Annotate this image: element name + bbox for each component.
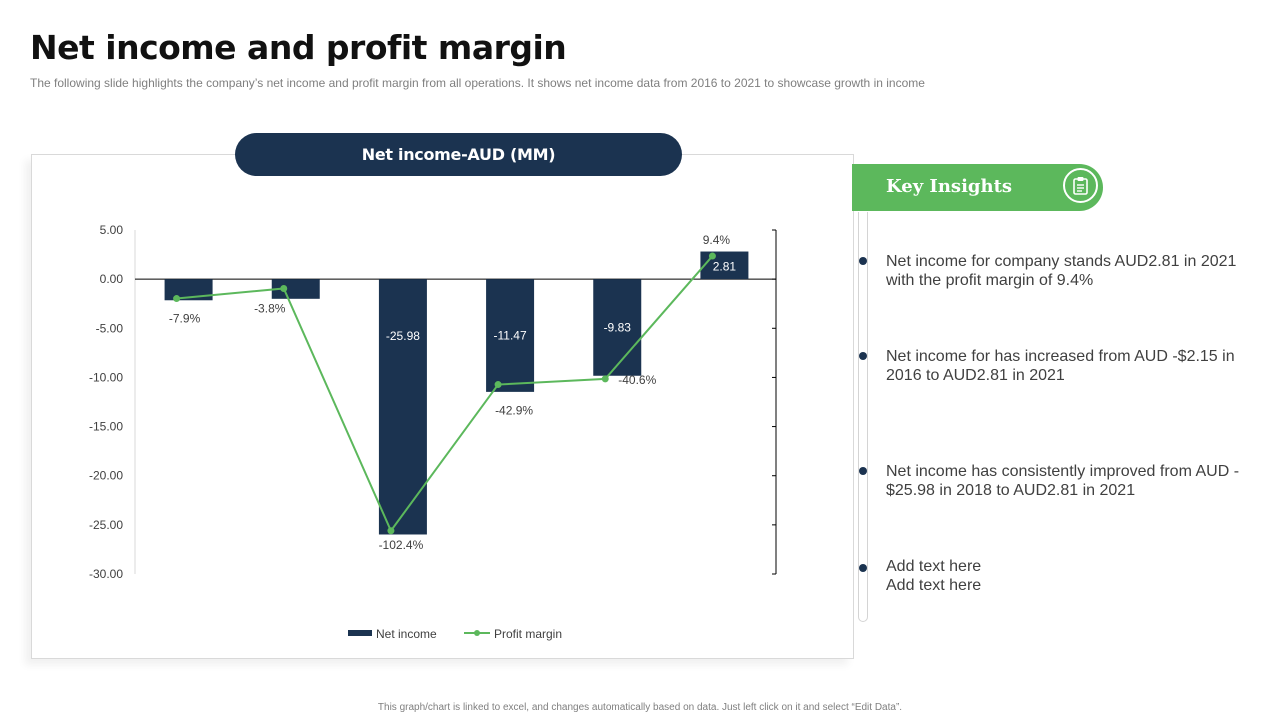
legend-profit-margin-marker [474,630,480,636]
insight-line: Net income for has increased from AUD -$… [886,348,1235,365]
net-income-chart[interactable]: 5.00 0.00 -5.00 -10.00 -15.00 -20.00 -25.00 -30… [32,155,853,658]
profit-margin-line [176,255,714,533]
y-tick-label: -10.00 [89,370,123,384]
y-tick-label: -25.00 [89,518,123,532]
insight-line: 2016 to AUD2.81 in 2021 [886,367,1065,384]
bar-data-label: -25.98 [386,329,420,343]
insight-bullet [859,467,867,475]
bar-data-label: -11.47 [494,329,527,343]
key-insights-header: Key Insights [852,164,1103,211]
insight-line: Add text here [886,577,982,594]
chart-container[interactable]: 5.00 0.00 -5.00 -10.00 -15.00 -20.00 -25.00 -30… [31,154,854,659]
insight-item-1: Net income for company stands AUD2.81 in… [886,252,1256,290]
y-tick-label: -5.00 [96,321,124,335]
profit-margin-point [387,527,395,535]
clipboard-icon [1063,168,1098,203]
chart-title-pill: Net income-AUD (MM) [235,133,682,176]
insight-bullet [859,257,867,265]
key-insights-title: Key Insights [886,176,1013,197]
insight-bullet [859,352,867,360]
profit-margin-point [280,284,288,292]
y-tick-label: 0.00 [100,272,124,286]
insight-item-4: Add text here Add text here [886,557,1256,595]
y-tick-label: -20.00 [89,469,123,483]
insight-line: Net income for company stands AUD2.81 in… [886,253,1237,270]
insight-line: $25.98 in 2018 to AUD2.81 in 2021 [886,482,1136,499]
insight-line: Add text here [886,558,982,575]
y-tick-label: -30.00 [89,567,123,581]
y-tick-label: 5.00 [100,223,124,237]
line-data-label: -40.6% [618,373,656,387]
bar-data-label: -9.83 [604,320,632,334]
net-income-bar [486,279,535,392]
bar-data-label: 2.81 [713,259,737,273]
insight-item-3: Net income has consistently improved fro… [886,462,1256,500]
legend-net-income-swatch [348,630,372,636]
line-data-label: -3.8% [254,301,286,315]
profit-margin-point [173,295,181,303]
line-data-label: -7.9% [169,312,201,326]
y-tick-label: -15.00 [89,420,123,434]
net-income-bar [271,279,320,299]
line-data-label: 9.4% [703,233,731,247]
net-income-bar [593,279,642,376]
insights-rail [858,212,868,622]
profit-margin-point [494,381,502,389]
line-data-label: -102.4% [379,538,424,552]
legend-net-income-label: Net income [376,627,437,641]
insight-line: with the profit margin of 9.4% [886,272,1094,289]
page-title: Net income and profit margin [30,28,567,67]
profit-margin-point [708,252,716,260]
profit-margin-point [601,375,609,383]
line-data-label: -42.9% [495,404,533,418]
legend-profit-margin-label: Profit margin [494,627,562,641]
net-income-bar [378,279,427,535]
page-subtitle: The following slide highlights the compa… [30,76,925,90]
chart-title: Net income-AUD (MM) [361,145,556,164]
net-income-bar [164,279,213,301]
insight-line: Net income has consistently improved fro… [886,463,1240,480]
net-income-bar [700,251,749,280]
insight-bullet [859,564,867,572]
footer-note: This graph/chart is linked to excel, and… [377,702,903,713]
insight-item-2: Net income for has increased from AUD -$… [886,347,1256,385]
